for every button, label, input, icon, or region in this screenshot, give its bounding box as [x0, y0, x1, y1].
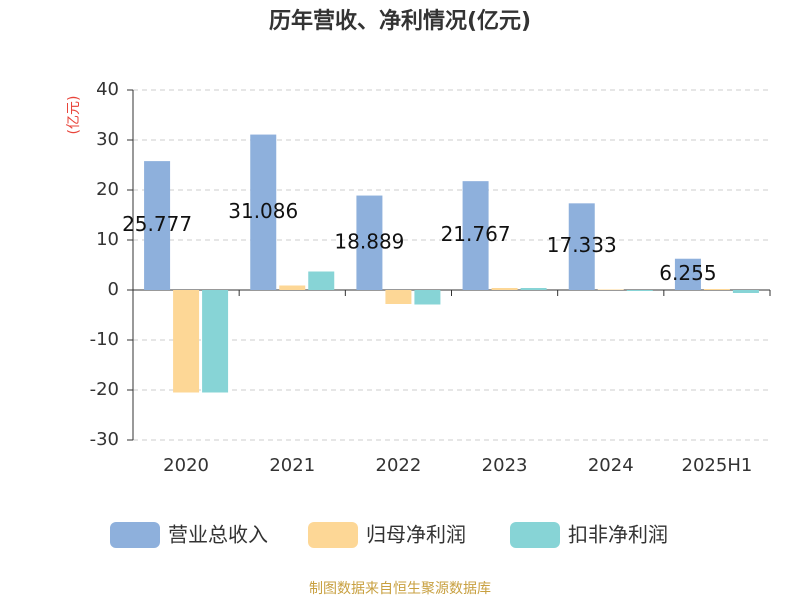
y-tick-label: -20 — [90, 379, 119, 400]
y-tick-label: 30 — [96, 129, 119, 150]
y-axis-label: (亿元) — [66, 96, 82, 135]
y-tick-label: 10 — [96, 229, 119, 250]
legend-swatch — [110, 522, 160, 548]
y-tick-label: 40 — [96, 79, 119, 100]
bar — [308, 271, 335, 290]
x-tick-label: 2023 — [482, 455, 528, 476]
bar — [703, 289, 730, 290]
bar — [491, 288, 518, 290]
bar — [626, 290, 653, 291]
legend-label: 营业总收入 — [168, 523, 268, 547]
value-label: 17.333 — [547, 233, 617, 257]
bar — [674, 258, 701, 290]
bar — [462, 181, 489, 290]
bar — [597, 289, 624, 290]
x-tick-label: 2025H1 — [682, 455, 753, 476]
x-tick-label: 2024 — [588, 455, 634, 476]
bar — [732, 290, 759, 293]
y-tick-label: -30 — [90, 429, 119, 450]
legend-label: 扣非净利润 — [568, 523, 668, 547]
chart-title: 历年营收、净利情况(亿元) — [269, 8, 531, 34]
x-tick-label: 2022 — [376, 455, 422, 476]
value-label: 6.255 — [659, 261, 716, 285]
bar — [385, 290, 412, 304]
legend-swatch — [308, 522, 358, 548]
bar — [568, 203, 595, 290]
value-label: 25.777 — [122, 212, 192, 236]
bar — [202, 290, 229, 393]
value-label: 21.767 — [441, 222, 511, 246]
x-tick-label: 2020 — [163, 455, 209, 476]
y-tick-label: 0 — [108, 279, 119, 300]
bar — [279, 285, 306, 290]
x-tick-label: 2021 — [269, 455, 315, 476]
bar — [356, 195, 383, 290]
bar — [520, 288, 547, 290]
y-tick-label: 20 — [96, 179, 119, 200]
bar — [414, 290, 441, 305]
bar — [250, 134, 277, 290]
value-label: 18.889 — [334, 229, 404, 253]
bar — [173, 290, 200, 393]
source-note: 制图数据来自恒生聚源数据库 — [309, 581, 491, 597]
bar — [144, 161, 171, 290]
value-label: 31.086 — [228, 199, 298, 223]
legend-label: 归母净利润 — [366, 523, 466, 547]
legend-swatch — [510, 522, 560, 548]
y-tick-label: -10 — [90, 329, 119, 350]
